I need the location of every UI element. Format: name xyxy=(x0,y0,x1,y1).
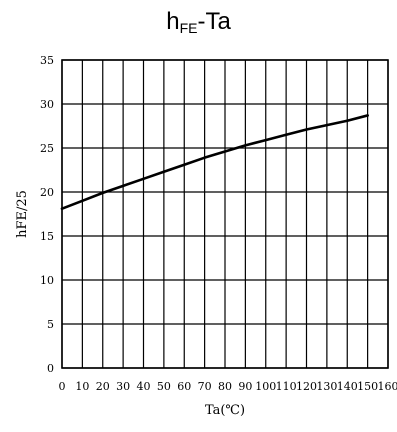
x-tick-label: 30 xyxy=(116,380,130,393)
y-tick-label: 5 xyxy=(47,318,54,331)
x-tick-label: 50 xyxy=(157,380,171,393)
y-tick-label: 25 xyxy=(40,142,54,155)
x-tick-label: 60 xyxy=(177,380,191,393)
x-tick-label: 100 xyxy=(255,380,276,393)
chart-title: hFE-Ta xyxy=(166,8,231,36)
y-tick-label: 10 xyxy=(40,274,54,287)
data-point xyxy=(346,119,349,122)
data-point xyxy=(81,199,84,202)
data-point xyxy=(244,144,247,147)
y-tick-label: 20 xyxy=(40,186,54,199)
data-point xyxy=(121,184,125,188)
y-tick-label: 30 xyxy=(40,98,54,111)
data-point xyxy=(284,133,288,136)
y-tick-label: 35 xyxy=(40,54,54,67)
x-tick-label: 40 xyxy=(137,380,151,393)
data-point xyxy=(183,163,186,166)
x-tick-label: 120 xyxy=(296,380,317,393)
x-tick-label: 110 xyxy=(276,380,297,393)
x-tick-label: 140 xyxy=(337,380,358,393)
data-point xyxy=(101,191,104,195)
x-tick-label: 130 xyxy=(316,380,337,393)
x-axis-label: Ta(℃) xyxy=(205,403,245,418)
data-point xyxy=(203,156,206,159)
plot-frame xyxy=(61,59,389,369)
y-tick-label: 0 xyxy=(47,362,54,375)
y-tick-label: 15 xyxy=(40,230,54,243)
x-tick-label: 70 xyxy=(198,380,212,393)
x-tick-label: 0 xyxy=(59,380,66,393)
x-tick-label: 160 xyxy=(378,380,397,393)
data-point xyxy=(142,177,145,180)
x-tick-label: 10 xyxy=(75,380,89,393)
data-point xyxy=(60,207,64,210)
y-axis-label: hFE/25 xyxy=(15,190,30,238)
data-point xyxy=(264,138,267,142)
data-point xyxy=(162,170,166,173)
data-point xyxy=(325,123,329,127)
data-point xyxy=(305,128,308,131)
x-tick-label: 80 xyxy=(218,380,232,393)
data-point xyxy=(366,114,369,117)
x-tick-label: 20 xyxy=(96,380,110,393)
x-tick-label: 150 xyxy=(357,380,378,393)
series-line xyxy=(60,114,369,211)
x-tick-label: 90 xyxy=(238,380,252,393)
data-point xyxy=(223,150,227,153)
